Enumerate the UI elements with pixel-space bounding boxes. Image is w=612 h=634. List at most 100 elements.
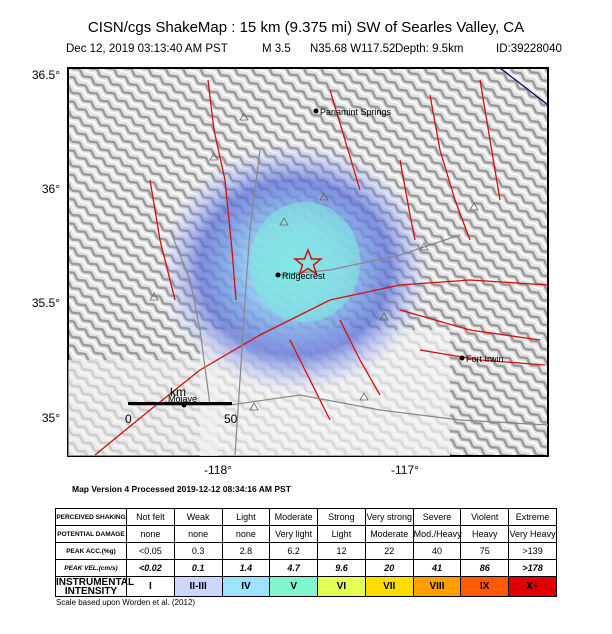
legend-cell: I	[126, 576, 175, 597]
legend-cell: Weak	[173, 508, 223, 526]
legend-cell: 22	[364, 542, 414, 560]
fault-line	[419, 349, 546, 366]
fault-line	[329, 89, 361, 191]
station	[469, 202, 479, 211]
legend-cell: Extreme	[508, 508, 557, 526]
legend-cell: VIII	[412, 576, 462, 597]
lat-label: 35°	[42, 411, 60, 425]
fault-line	[429, 94, 471, 241]
legend-cell: 41	[412, 559, 462, 577]
legend-cell: 9.6	[317, 559, 366, 577]
scale-bar-rect	[128, 402, 232, 405]
shaking-core	[250, 202, 360, 322]
legend-cell: Very strong	[364, 508, 414, 526]
station	[379, 312, 389, 321]
legend-row: PEAK VEL.(cm/s) <0.02 0.1 1.4 4.7 9.6 20 41 86 >1…	[55, 559, 557, 577]
legend-row-header: PEAK ACC.(%g)	[55, 542, 127, 560]
legend-cell: 4.7	[269, 559, 319, 577]
scale-label: 50	[224, 412, 238, 426]
place-dot	[275, 272, 281, 278]
lat-label: 35.5°	[32, 296, 60, 310]
lon-label: -117°	[391, 463, 419, 477]
legend-cell: Strong	[317, 508, 366, 526]
station	[149, 292, 159, 301]
stations	[149, 112, 479, 411]
legend-cell: Violent	[460, 508, 510, 526]
legend-row: PERCEIVED SHAKING Not felt Weak Light Modera…	[55, 508, 557, 526]
legend-cell: Very Heavy	[508, 525, 557, 543]
legend-cell: Heavy	[460, 525, 510, 543]
legend-cell: <0.05	[126, 542, 175, 560]
road	[234, 149, 261, 456]
legend-row-header: INSTRUMENTAL INTENSITY	[55, 576, 135, 597]
lat-label: 36°	[42, 182, 60, 196]
legend-cell: Not felt	[126, 508, 175, 526]
epicenter	[292, 247, 324, 276]
legend-cell: Very light	[269, 525, 319, 543]
fault-line	[289, 339, 331, 421]
intensity-legend: PERCEIVED SHAKING Not felt Weak Light Modera…	[55, 508, 557, 597]
legend-cell: <0.02	[126, 559, 175, 577]
legend-cell: >178	[508, 559, 557, 577]
legend-cell: 20	[364, 559, 414, 577]
station	[359, 392, 369, 401]
legend-cell: X+	[508, 576, 557, 597]
place-label: Panamint Springs	[320, 107, 392, 117]
legend-cell: none	[221, 525, 271, 543]
place-label: Mojave	[168, 394, 197, 404]
place-dot	[459, 355, 465, 361]
station	[319, 192, 329, 201]
place-label: Ridgecrest	[282, 271, 326, 281]
station	[209, 152, 219, 161]
legend-row: PEAK ACC.(%g) <0.05 0.3 2.8 6.2 12 22 40 75 >139	[55, 542, 557, 560]
legend-cell: none	[173, 525, 223, 543]
legend-cell: 75	[460, 542, 510, 560]
legend-row: POTENTIAL DAMAGE none none none Very light Li…	[55, 525, 557, 543]
event-detail: Dec 12, 2019 03:13:40 AM PST	[66, 43, 228, 55]
scale-unit: km	[170, 385, 186, 399]
scale-bar: km 0 50	[125, 385, 238, 426]
legend-cell: 2.8	[221, 542, 271, 560]
legend-cell: IV	[221, 576, 271, 597]
map-figure: CISN/cgs ShakeMap : 15 km (9.375 mi) SW …	[32, 19, 562, 477]
fault-line	[207, 79, 237, 301]
legend-cell: VI	[317, 576, 366, 597]
footer-note: Scale based upon Worden et al. (2012)	[56, 598, 196, 607]
legend-row-header: PEAK VEL.(cm/s)	[55, 559, 127, 577]
scale-label: 0	[125, 412, 132, 426]
legend-cell: >139	[508, 542, 557, 560]
legend-cell: Light	[221, 508, 271, 526]
station	[279, 217, 289, 226]
fault-line	[399, 159, 416, 241]
legend-cell: VII	[364, 576, 414, 597]
fault-line	[399, 309, 541, 341]
legend-row-header: POTENTIAL DAMAGE	[55, 525, 127, 543]
fault-line	[339, 319, 381, 396]
legend-cell: 0.1	[173, 559, 223, 577]
legend-cell: Light	[317, 525, 366, 543]
legend-cell: IX	[460, 576, 510, 597]
fault-line	[149, 179, 176, 301]
legend-cell: II-III	[173, 576, 223, 597]
legend-cell: 0.3	[173, 542, 223, 560]
event-detail: Depth: 9.5km	[395, 43, 463, 55]
road	[169, 229, 211, 406]
legend-cell: 40	[412, 542, 462, 560]
legend-cell: Severe	[412, 508, 462, 526]
version-note: Map Version 4 Processed 2019-12-12 08:34…	[72, 484, 291, 494]
event-detail: M 3.5	[262, 43, 291, 55]
legend-cell: 6.2	[269, 542, 319, 560]
place-dot	[313, 108, 319, 114]
title: CISN/cgs ShakeMap : 15 km (9.375 mi) SW …	[88, 19, 524, 36]
legend-cell: Moderate	[364, 525, 414, 543]
road	[277, 234, 461, 276]
legend-cell: Mod./Heavy	[412, 525, 462, 543]
station	[419, 242, 429, 251]
legend-cell: 12	[317, 542, 366, 560]
lon-label: -118°	[204, 463, 232, 477]
border-line	[499, 67, 549, 106]
lat-label: 36.5°	[32, 68, 60, 82]
legend-row-header: PERCEIVED SHAKING	[55, 508, 127, 526]
legend-cell: none	[126, 525, 175, 543]
